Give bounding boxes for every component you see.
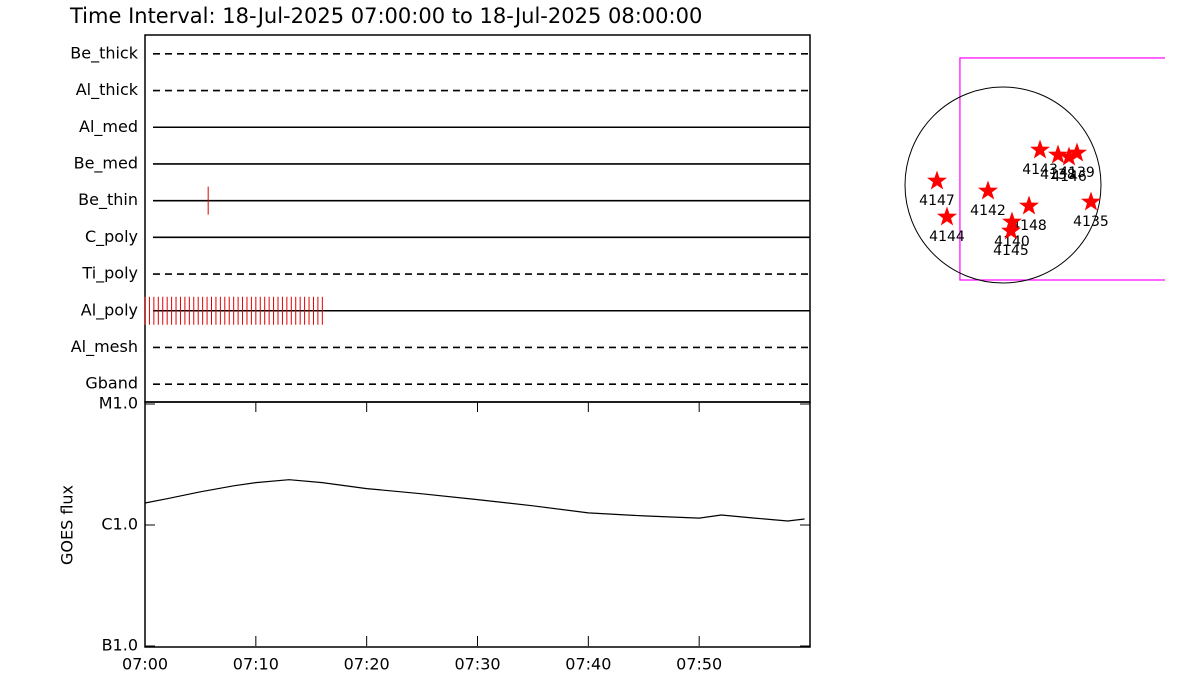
filter-label: Be_thick <box>70 43 138 63</box>
y-tick-label: B1.0 <box>102 636 138 655</box>
x-tick-label: 07:00 <box>122 655 168 674</box>
active-region-marker <box>1081 191 1101 211</box>
active-region-label: 4142 <box>970 203 1006 219</box>
panel-frame <box>144 401 811 648</box>
active-region-label: 4145 <box>993 243 1029 259</box>
x-tick-label: 07:50 <box>676 655 722 674</box>
filter-label: Gband <box>85 374 138 393</box>
y-tick-label: C1.0 <box>101 515 138 534</box>
chart-title: Time Interval: 18-Jul-2025 07:00:00 to 1… <box>69 4 702 28</box>
filter-label: Al_mesh <box>71 337 138 357</box>
solar-disk <box>904 86 1102 284</box>
active-region-label: 4139 <box>1059 165 1095 181</box>
filter-label: Be_thin <box>78 190 138 210</box>
x-tick-label: 07:40 <box>565 655 611 674</box>
x-tick-label: 07:20 <box>344 655 390 674</box>
active-region-label: 4143 <box>1022 162 1058 178</box>
solar-map <box>959 57 1165 281</box>
active-region-marker <box>1030 139 1050 159</box>
filter-label: Al_thick <box>76 80 139 100</box>
filter-label: Ti_poly <box>81 264 138 284</box>
active-region-marker <box>1048 144 1068 164</box>
active-region-marker <box>1059 146 1079 166</box>
active-region-label: 4144 <box>929 229 965 245</box>
y-tick-label: M1.0 <box>99 394 138 413</box>
filter-label: Al_poly <box>81 300 138 320</box>
active-region-marker <box>1019 195 1039 215</box>
filter-label: C_poly <box>85 227 138 247</box>
field-of-view <box>959 57 1165 281</box>
active-region-marker <box>927 170 947 190</box>
active-region-marker <box>978 180 998 200</box>
goes-flux-line <box>144 479 805 522</box>
active-region-marker <box>1001 220 1021 240</box>
active-region-label: 4146 <box>1051 169 1087 185</box>
active-region-label: 4140 <box>994 234 1030 250</box>
active-region-label: 4148 <box>1011 218 1047 234</box>
active-region-marker <box>937 206 957 226</box>
active-region-label: 4147 <box>919 193 955 209</box>
filter-label: Be_med <box>74 153 138 173</box>
active-region-marker <box>1067 142 1087 162</box>
active-region-label: 4138 <box>1040 167 1076 183</box>
filter-label: Al_med <box>79 117 138 137</box>
active-region-marker <box>1002 211 1022 231</box>
active-region-label: 4135 <box>1073 214 1109 230</box>
x-tick-label: 07:30 <box>454 655 500 674</box>
x-tick-label: 07:10 <box>233 655 279 674</box>
y-axis-label: GOES flux <box>58 485 77 565</box>
